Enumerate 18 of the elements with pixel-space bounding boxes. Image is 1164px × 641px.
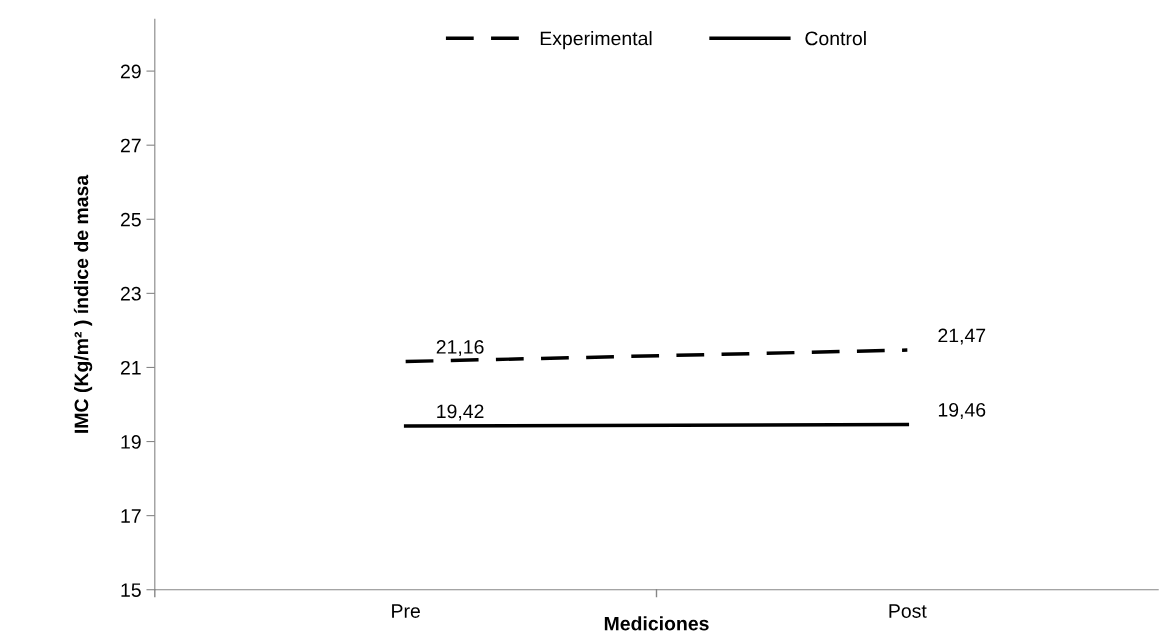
x-axis-title: Mediciones (604, 616, 709, 631)
y-tick-label: 17 (121, 509, 141, 523)
x-tick-label: Pre (392, 604, 420, 618)
legend-label: Experimental (540, 31, 652, 50)
data-label: 21,47 (938, 328, 986, 345)
x-tick-label: Post (889, 604, 927, 618)
y-tick-label: 21 (120, 360, 141, 375)
legend-label: Control (805, 31, 866, 46)
y-tick-label: 29 (120, 64, 141, 79)
y-tick-label: 15 (121, 583, 141, 597)
data-label: 21,16 (436, 340, 484, 357)
y-tick-label: 23 (120, 286, 141, 301)
data-label: 19,42 (437, 404, 484, 421)
y-tick-label: 19 (121, 435, 141, 449)
y-tick-label: 27 (120, 138, 141, 153)
y-axis-title: IMC (Kg/m² ) índice de masa (73, 174, 93, 433)
y-tick-label: 25 (120, 212, 141, 227)
data-label: 19,46 (938, 402, 986, 420)
